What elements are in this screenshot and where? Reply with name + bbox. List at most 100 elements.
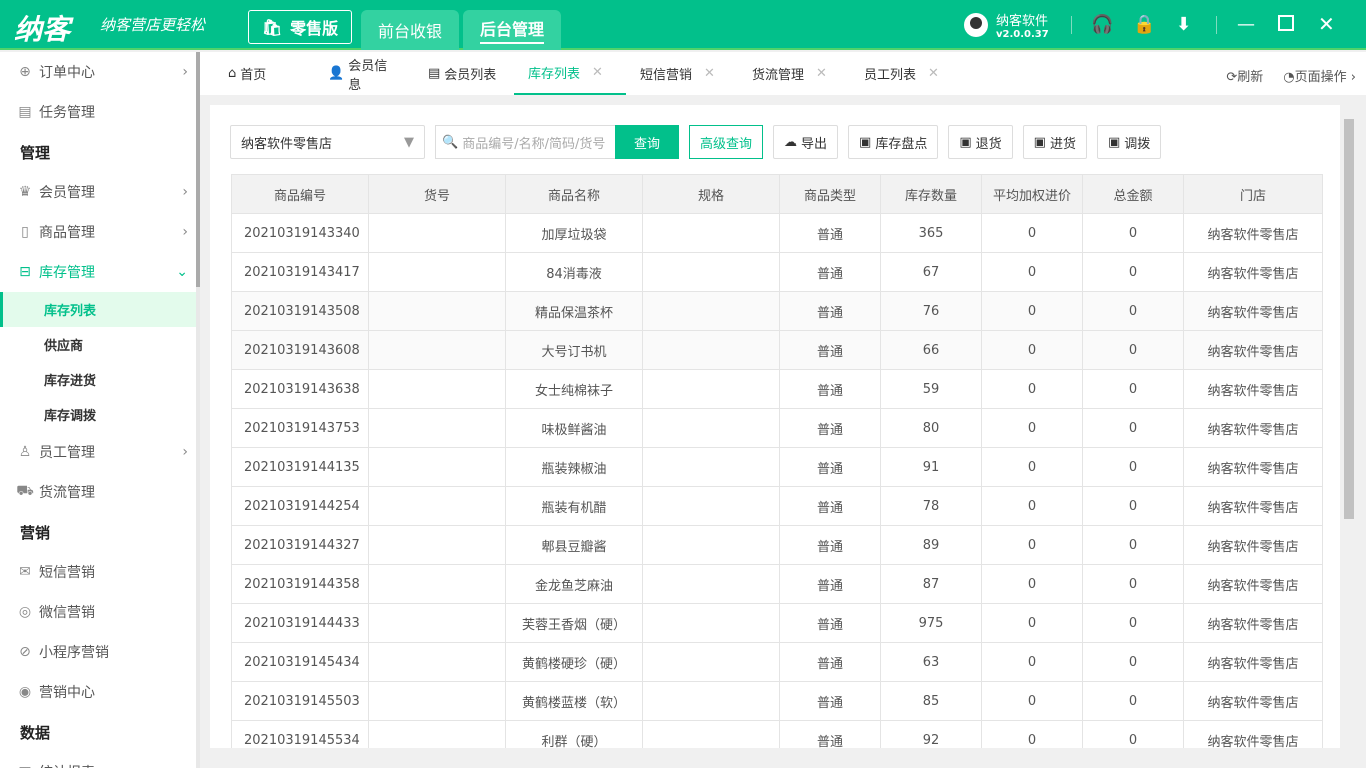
content-scrollbar[interactable] <box>1342 105 1356 748</box>
transfer-label: 调拨 <box>1124 136 1151 152</box>
close-tab-icon[interactable]: ✕ <box>816 66 827 81</box>
transfer-button[interactable]: ▣ 调拨 <box>1096 125 1162 159</box>
purchase-button[interactable]: ▣ 进货 <box>1022 125 1087 159</box>
sidebar-scrollbar[interactable] <box>196 52 200 768</box>
table-row[interactable]: 20210319144358 金龙鱼芝麻油 普通 87 0 0 纳客软件零售店 <box>231 564 1323 604</box>
sidebar-item[interactable]: ▤ 任务管理 <box>0 92 196 132</box>
table-row[interactable]: 20210319145503 黄鹤楼蓝楼（软） 普通 85 0 0 纳客软件零售店 <box>231 681 1323 721</box>
table-row[interactable]: 20210319144433 芙蓉王香烟（硬） 普通 975 0 0 纳客软件零售店 <box>231 603 1323 643</box>
table-cell: 普通 <box>779 447 881 487</box>
table-cell: 大号订书机 <box>505 330 643 370</box>
tab-label: 货流管理 <box>752 68 805 83</box>
user-info[interactable]: 纳客软件 v2.0.0.37 <box>964 10 1049 40</box>
table-cell: 0 <box>981 486 1083 526</box>
table-cell: 加厚垃圾袋 <box>505 213 643 253</box>
table-row[interactable]: 20210319144327 郫县豆瓣酱 普通 89 0 0 纳客软件零售店 <box>231 525 1323 565</box>
column-header[interactable]: 货号 <box>368 174 506 214</box>
table-cell: 0 <box>981 447 1083 487</box>
purchase-label: 进货 <box>1049 136 1076 152</box>
sidebar-item[interactable]: ◉ 营销中心 <box>0 672 196 712</box>
column-header[interactable]: 总金额 <box>1082 174 1184 214</box>
table-row[interactable]: 20210319143508 精品保温茶杯 普通 76 0 0 纳客软件零售店 <box>231 291 1323 331</box>
table-row[interactable]: 20210319144254 瓶装有机醋 普通 78 0 0 纳客软件零售店 <box>231 486 1323 526</box>
table-cell: 0 <box>981 252 1083 292</box>
sidebar-item[interactable]: ◎ 微信营销 <box>0 592 196 632</box>
refresh-button[interactable]: ⟳刷新 <box>1226 70 1264 85</box>
sidebar-item[interactable]: ♙ 员工管理 › <box>0 432 196 472</box>
edition-button[interactable]: 🛍 零售版 <box>248 10 352 44</box>
tab-backend[interactable]: 后台管理 <box>463 10 561 50</box>
table-cell: 瓶装有机醋 <box>505 486 643 526</box>
search-icon: 🔍 <box>442 134 459 150</box>
mail-icon: ✉ <box>19 564 31 580</box>
table-row[interactable]: 20210319145434 黄鹤楼硬珍（硬） 普通 63 0 0 纳客软件零售店 <box>231 642 1323 682</box>
table-row[interactable]: 20210319143608 大号订书机 普通 66 0 0 纳客软件零售店 <box>231 330 1323 370</box>
column-header[interactable]: 门店 <box>1183 174 1323 214</box>
tab[interactable]: 员工列表 ✕ <box>850 52 962 95</box>
table-cell: 0 <box>981 408 1083 448</box>
table-cell: 纳客软件零售店 <box>1183 564 1323 604</box>
column-header[interactable]: 规格 <box>642 174 780 214</box>
advanced-query-button[interactable]: 高级查询 <box>689 125 764 159</box>
table-cell: 0 <box>1082 447 1184 487</box>
tab-front-cashier[interactable]: 前台收银 <box>361 10 459 50</box>
sidebar-item[interactable]: ▦ 统计报表 › <box>0 752 196 768</box>
tab[interactable]: ▤ 会员列表 <box>414 52 514 95</box>
sidebar-item[interactable]: ⊕ 订单中心 › <box>0 52 196 92</box>
table-cell <box>642 213 780 253</box>
stocktake-button[interactable]: ▣ 库存盘点 <box>848 125 939 159</box>
support-icon[interactable]: 🎧 <box>1091 14 1114 35</box>
sidebar-subitem[interactable]: 供应商 <box>44 339 84 354</box>
lock-icon[interactable]: 🔒 <box>1133 14 1156 35</box>
query-button[interactable]: 查询 <box>615 125 679 159</box>
sidebar-item[interactable]: ▯ 商品管理 › <box>0 212 196 252</box>
sidebar-item-label: 短信营销 <box>39 565 95 581</box>
table-cell <box>642 330 780 370</box>
sidebar-subitem[interactable]: 库存调拨 <box>44 409 97 424</box>
table-cell: 0 <box>1082 564 1184 604</box>
sidebar-item[interactable]: ⊟ 库存管理 ⌄ <box>0 252 196 292</box>
sidebar-subitem[interactable]: 库存进货 <box>44 374 97 389</box>
sidebar-item-label: 货流管理 <box>39 485 95 501</box>
maximize-icon[interactable] <box>1278 15 1294 31</box>
table-row[interactable]: 20210319143417 84消毒液 普通 67 0 0 纳客软件零售店 <box>231 252 1323 292</box>
export-button[interactable]: ☁ 导出 <box>773 125 839 159</box>
column-header[interactable]: 库存数量 <box>880 174 982 214</box>
table-cell <box>642 369 780 409</box>
tab[interactable]: 库存列表 ✕ <box>514 52 626 95</box>
store-select[interactable]: 纳客软件零售店 ▼ <box>230 125 425 159</box>
close-tab-icon[interactable]: ✕ <box>704 66 715 81</box>
close-tab-icon[interactable]: ✕ <box>592 65 603 80</box>
sidebar-subitem[interactable]: 库存列表 <box>0 292 196 327</box>
sidebar-item-label: 微信营销 <box>39 605 95 621</box>
table-row[interactable]: 20210319143753 味极鲜酱油 普通 80 0 0 纳客软件零售店 <box>231 408 1323 448</box>
sidebar-item[interactable]: ♛ 会员管理 › <box>0 172 196 212</box>
return-button[interactable]: ▣ 退货 <box>948 125 1013 159</box>
tab[interactable]: 短信营销 ✕ <box>626 52 738 95</box>
sidebar-item[interactable]: ⛟ 货流管理 <box>0 472 196 512</box>
column-header[interactable]: 商品类型 <box>779 174 881 214</box>
sidebar-item[interactable]: ✉ 短信营销 <box>0 552 196 592</box>
table-cell: 84消毒液 <box>505 252 643 292</box>
minimize-icon[interactable]: — <box>1237 14 1255 35</box>
chevron-icon: › <box>182 64 188 80</box>
column-header[interactable]: 商品名称 <box>505 174 643 214</box>
close-tab-icon[interactable]: ✕ <box>928 66 939 81</box>
page-ops-button[interactable]: ◔页面操作 › <box>1283 70 1356 85</box>
tab[interactable]: 货流管理 ✕ <box>738 52 850 95</box>
tab[interactable]: ⌂ 首页 <box>214 52 314 95</box>
download-icon[interactable]: ⬇ <box>1176 14 1192 35</box>
search-input[interactable]: 🔍 商品编号/名称/简码/货号 <box>435 125 615 159</box>
table-row[interactable]: 20210319144135 瓶装辣椒油 普通 91 0 0 纳客软件零售店 <box>231 447 1323 487</box>
table-cell: 纳客软件零售店 <box>1183 330 1323 370</box>
close-icon[interactable]: ✕ <box>1318 12 1335 36</box>
table-row[interactable]: 20210319145534 利群（硬） 普通 92 0 0 纳客软件零售店 <box>231 720 1323 748</box>
content-panel: 纳客软件零售店 ▼ 🔍 商品编号/名称/简码/货号 查询 高级查询 ☁ 导出 ▣ 库存盘… <box>210 105 1340 748</box>
tab[interactable]: 👤 会员信息 <box>314 52 414 95</box>
column-header[interactable]: 商品编号 <box>231 174 369 214</box>
table-row[interactable]: 20210319143340 加厚垃圾袋 普通 365 0 0 纳客软件零售店 <box>231 213 1323 253</box>
column-header[interactable]: 平均加权进价 <box>981 174 1083 214</box>
table-row[interactable]: 20210319143638 女士纯棉袜子 普通 59 0 0 纳客软件零售店 <box>231 369 1323 409</box>
sidebar-item[interactable]: ⊘ 小程序营销 <box>0 632 196 672</box>
table-cell: 76 <box>880 291 982 331</box>
